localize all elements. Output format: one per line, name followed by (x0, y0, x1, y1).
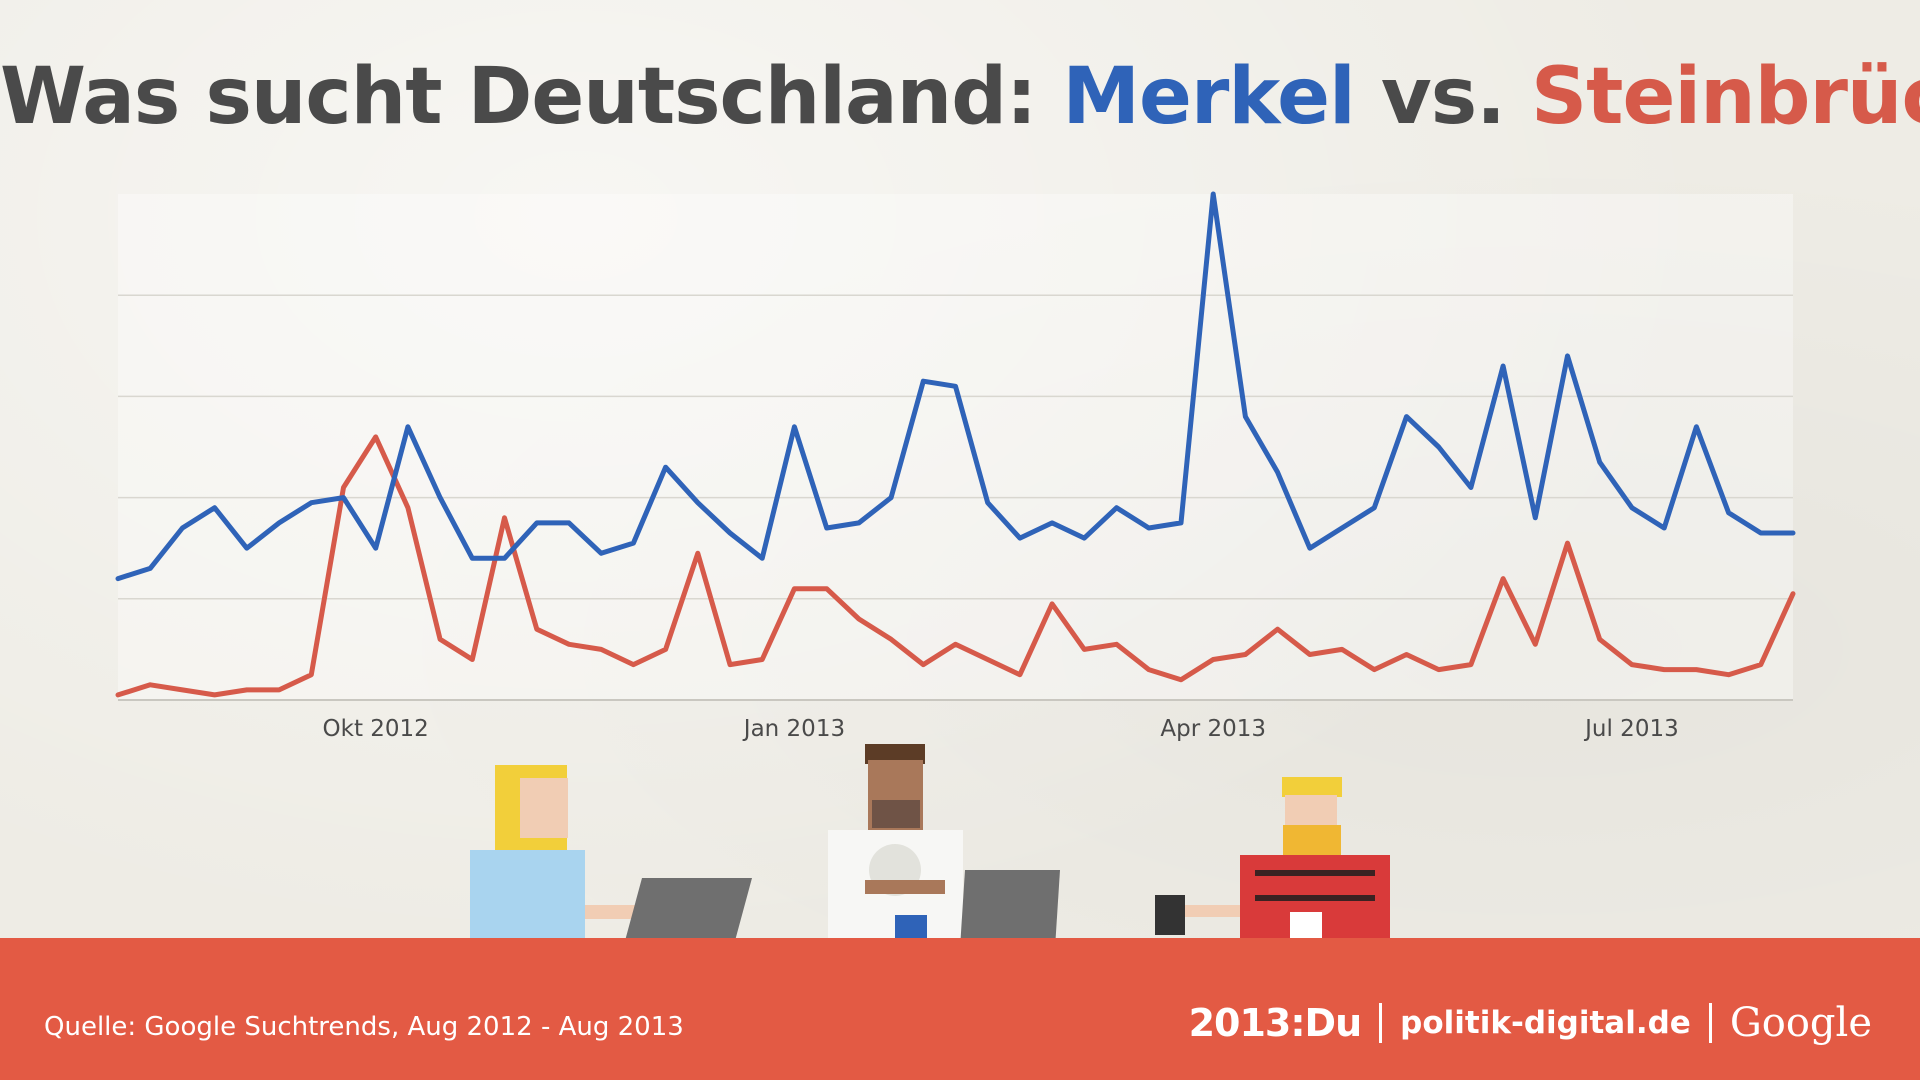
x-tick-label: Jul 2013 (1583, 716, 1679, 742)
series-line-merkel (115, 191, 1796, 582)
title-steinbrueck: Steinbrück (1531, 52, 1920, 142)
chart-svg: Okt 2012 Jan 2013 Apr 2013 Jul 2013 (115, 191, 1796, 742)
footer-logos: 2013:Du politik-digital.de Google (1189, 993, 1872, 1053)
x-tick-label: Okt 2012 (323, 716, 429, 742)
x-tick-label: Jan 2013 (742, 716, 845, 742)
source-text: Quelle: Google Suchtrends, Aug 2012 - Au… (44, 1012, 684, 1042)
logo-separator (1708, 1003, 1712, 1043)
title-prefix: Was sucht Deutschland: (0, 52, 1063, 142)
person-middle-illustration (828, 744, 1060, 950)
logo-google: Google (1729, 1000, 1872, 1046)
title-merkel: Merkel (1062, 52, 1355, 142)
x-tick-label: Apr 2013 (1160, 716, 1266, 742)
person-left-illustration (470, 765, 752, 950)
title-vs: vs. (1354, 52, 1531, 142)
illustration-scene (470, 744, 1390, 950)
footer-bar (0, 938, 1920, 1080)
plot-area (118, 194, 1793, 700)
series-line-steinbrueck (115, 434, 1796, 698)
person-right-illustration (1155, 777, 1390, 950)
line-chart: Okt 2012 Jan 2013 Apr 2013 Jul 2013 (115, 191, 1796, 742)
logo-2013du: 2013:Du (1188, 1001, 1363, 1045)
logo-separator (1379, 1003, 1383, 1043)
logo-politik-digital: politik-digital.de (1400, 1005, 1691, 1041)
page-title: Was sucht Deutschland: Merkel vs. Steinb… (0, 52, 1920, 142)
